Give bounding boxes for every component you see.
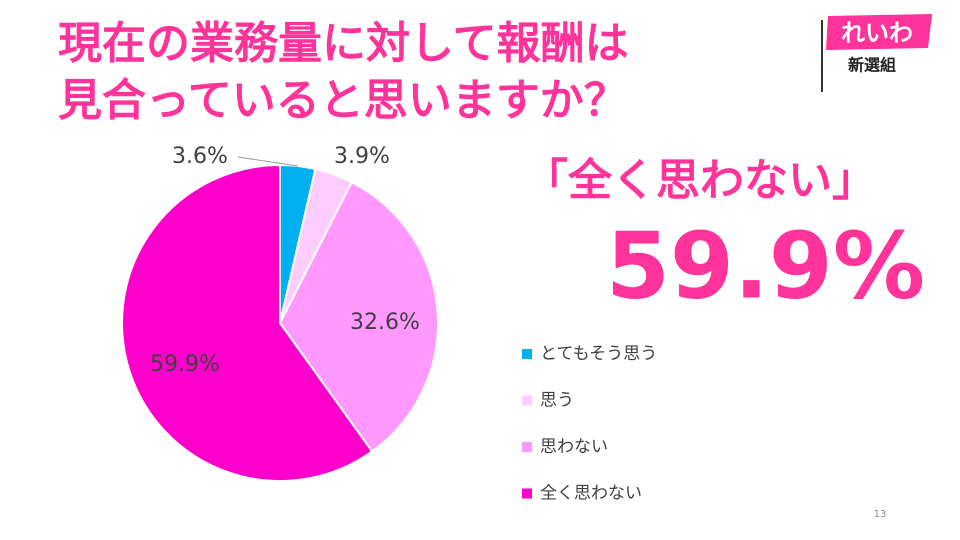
legend-swatch — [522, 488, 532, 499]
data-label: 59.9% — [150, 352, 220, 377]
legend-swatch — [522, 442, 532, 452]
data-label: 32.6% — [350, 310, 420, 335]
logo-group: 新選組 — [848, 56, 896, 75]
callout-value: 59.9% — [606, 212, 925, 319]
page-number: 13 — [874, 509, 887, 520]
legend-label: 全く思わない — [540, 484, 642, 504]
logo: れいわ 新選組 — [821, 14, 932, 92]
title-line: 現在の業務量に対して報酬は — [58, 18, 629, 69]
callout-label: 「全く思わない」 — [524, 155, 876, 206]
legend-swatch — [522, 395, 532, 406]
title-line: 見合っていると思いますか？ — [58, 75, 628, 126]
data-label: 3.9% — [334, 144, 390, 169]
pie-slice — [278, 180, 439, 453]
legend-label: 思わない — [540, 437, 608, 457]
legend-swatch — [522, 349, 532, 359]
pie-slice — [121, 163, 374, 482]
legend-label: 思う — [540, 391, 574, 411]
logo-name: れいわ — [841, 19, 913, 47]
legend-label: とてもそう思う — [540, 344, 657, 364]
leader-line — [237, 156, 298, 167]
logo-flag — [826, 14, 932, 50]
data-label: 3.6% — [172, 144, 228, 169]
